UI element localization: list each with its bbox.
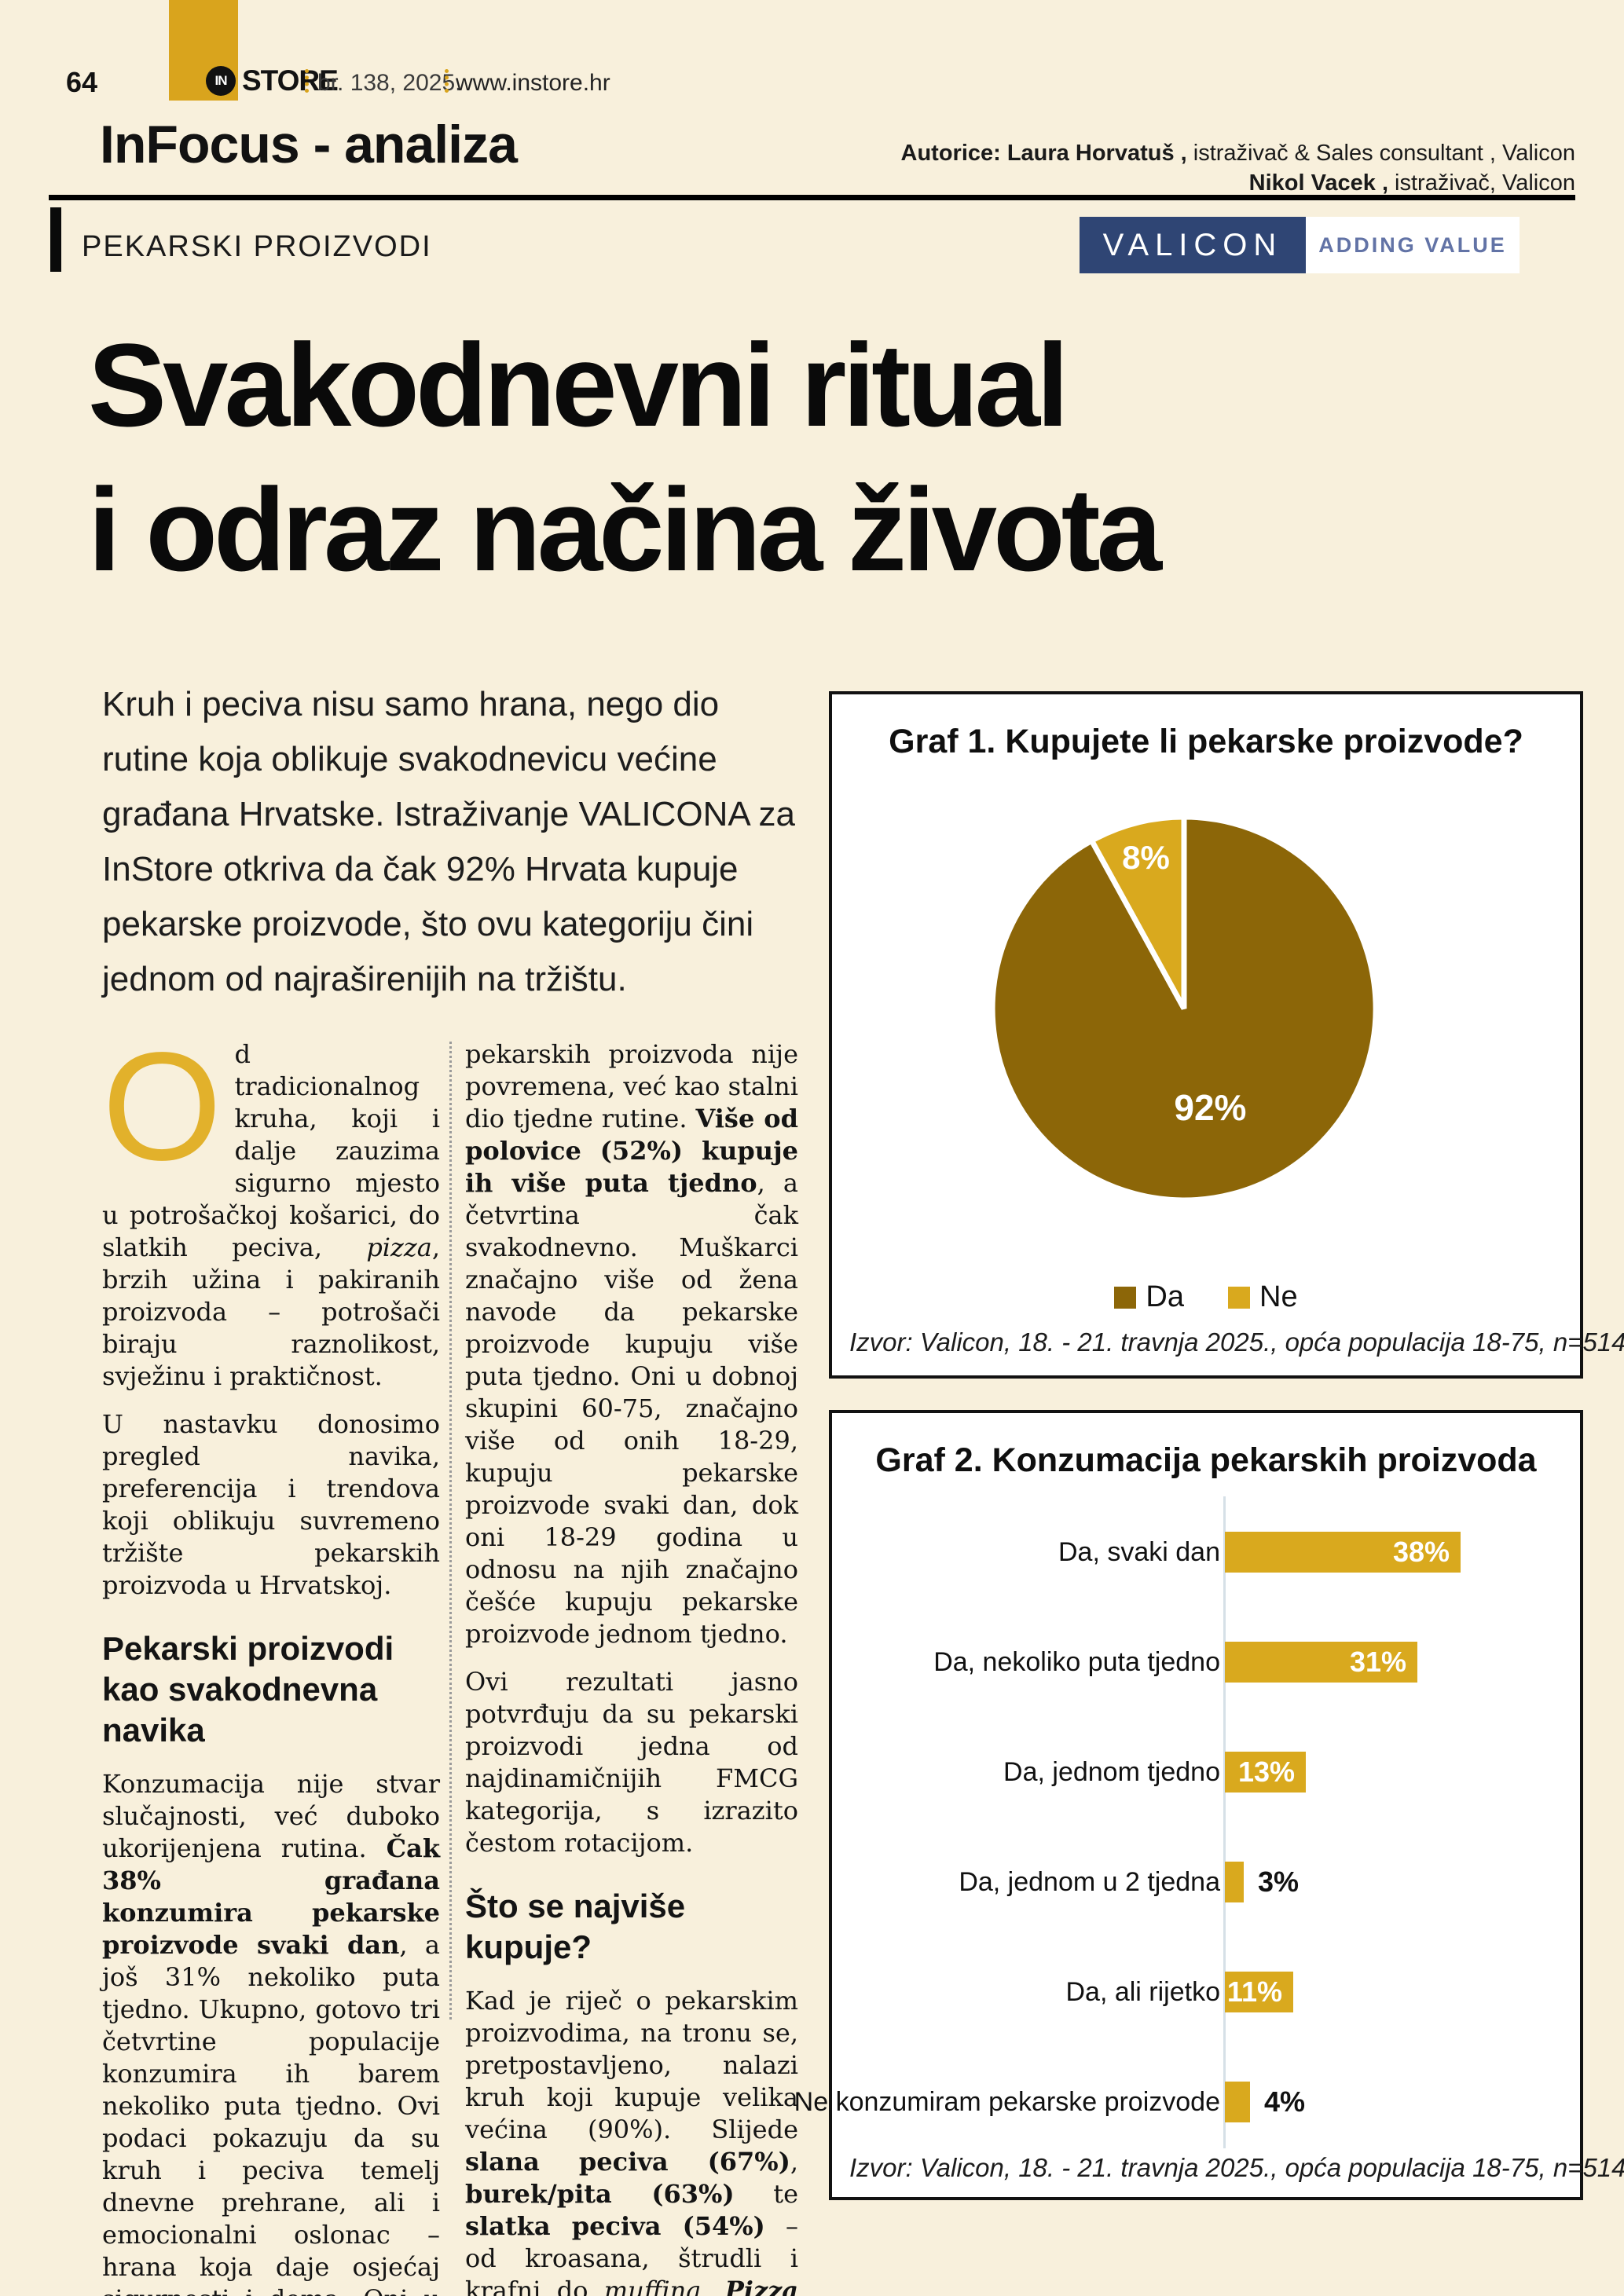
article-paragraph: Konzumacija nije stvar slučajnosti, već … — [102, 1768, 440, 2296]
bar: 11% — [1225, 1972, 1293, 2012]
author-line: Nikol Vacek , istraživač, Valicon — [901, 168, 1575, 198]
article-subheading: Što se najviše kupuje? — [465, 1888, 686, 1965]
text-segment: , a još 31% nekoliko puta tjedno. Ukupno… — [102, 1930, 441, 2296]
pie-slice-ne — [1087, 814, 1187, 1010]
headline-line-2: i odraz načina života — [88, 463, 1162, 595]
bar-value-label: 4% — [1264, 2085, 1306, 2118]
article-column-2: pekarskih proizvoda nije povremena, već … — [465, 1038, 798, 2296]
article-paragraph: U nastavku donosimo pregled navika, pref… — [102, 1408, 440, 1602]
text-segment: Kad je riječ o pekarskim proizvodima, na… — [465, 1986, 798, 2144]
text-segment: slatka peciva (54%) — [465, 2211, 765, 2241]
text-segment: burek/pita (63%) — [465, 2179, 735, 2209]
bar — [1225, 2082, 1250, 2122]
bar-category-label: Da, nekoliko puta tjedno — [933, 1647, 1220, 1677]
bar-value-label: 3% — [1258, 1866, 1300, 1898]
drop-cap: O — [102, 1020, 222, 1192]
horizontal-rule — [49, 195, 1575, 200]
header-dotted-separator — [445, 69, 449, 93]
text-segment: Čak 38% građana konzumira pekarske proiz… — [102, 1833, 440, 1960]
bar: 31% — [1225, 1642, 1417, 1683]
chart-graf2: Graf 2. Konzumacija pekarskih proizvoda … — [794, 1410, 1624, 2200]
legend-label-ne: Ne — [1259, 1280, 1298, 1313]
chart-source: Izvor: Valicon, 18. - 21. travnja 2025.,… — [849, 2153, 1624, 2182]
text-segment: muffina — [603, 2276, 702, 2296]
bar-value-label: 13% — [1237, 1756, 1295, 1788]
instore-logo: STORE — [242, 64, 339, 97]
issue-number: br. 138, 2025. — [317, 70, 462, 96]
author-line: Autorice: Laura Horvatuš , istraživač & … — [901, 138, 1576, 168]
bar-category-label: Da, jednom u 2 tjedna — [959, 1867, 1220, 1897]
chart-title: Graf 2. Konzumacija pekarskih proizvoda — [875, 1441, 1537, 1479]
text-segment: pizza — [366, 1232, 432, 1262]
y-axis-line — [1223, 1496, 1226, 2148]
bar-category-label: Da, ali rijetko — [1065, 1977, 1220, 2007]
author-role: istraživač, Valicon — [1388, 170, 1575, 196]
article-paragraph: pekarskih proizvoda nije povremena, već … — [465, 1038, 798, 1650]
text-segment: , brzih užina i pakiranih proizvoda – po… — [102, 1232, 440, 1391]
text-segment: , — [790, 2147, 798, 2177]
pie-value-label: 8% — [1122, 839, 1170, 876]
text-segment: U nastavku donosimo pregled navika, pref… — [102, 1409, 440, 1600]
text-segment: – od kroasana, štrudli i krafni do — [465, 2211, 799, 2296]
author-name: Autorice: Laura Horvatuš , — [900, 141, 1187, 166]
text-segment: Više od polovice (52%) kupuje ih više pu… — [465, 1104, 798, 1198]
bar: 38% — [1225, 1532, 1461, 1573]
text-segment: Pizza — [724, 2276, 799, 2296]
legend-swatch-da — [1114, 1286, 1137, 1309]
text-segment: . — [701, 2276, 725, 2296]
chart-title: Graf 1. Kupujete li pekarske proizvode? — [889, 723, 1523, 760]
article-subheading: Pekarski proizvodi kao svakodnevna navik… — [102, 1630, 394, 1749]
bar-value-label: 31% — [1349, 1646, 1406, 1678]
category-marker-bar — [50, 207, 61, 272]
article-paragraph: Kad je riječ o pekarskim proizvodima, na… — [465, 1985, 798, 2296]
text-segment: d tradicionalnog kruha, koji i dalje zau… — [102, 1039, 440, 1262]
legend-item-ne: Ne — [1228, 1280, 1298, 1314]
headline-line-1: Svakodnevni ritual — [88, 319, 1069, 451]
bar-category-label: Da, svaki dan — [1058, 1537, 1220, 1567]
pie-chart: 92% 8% — [989, 814, 1379, 1203]
text-segment: Ovi rezultati jasno potvrđuju da su peka… — [465, 1667, 798, 1858]
bar-category-label: Da, jednom tjedno — [1003, 1757, 1220, 1787]
valicon-tagline: ADDING VALUE — [1306, 217, 1520, 273]
bar-value-label: 11% — [1226, 1976, 1282, 2008]
legend-label-da: Da — [1146, 1280, 1184, 1313]
author-name: Nikol Vacek , — [1248, 170, 1388, 196]
author-role: istraživač & Sales consultant , Valicon — [1186, 141, 1575, 166]
chart-legend: Da Ne — [832, 1280, 1580, 1314]
bar: 13% — [1225, 1752, 1306, 1792]
text-segment: , a četvrtina čak svakodnevno. Muškarci … — [465, 1168, 798, 1649]
bar-value-label: 38% — [1392, 1536, 1450, 1568]
article-headline: Svakodnevni ritual i odraz načina života — [88, 313, 1162, 602]
legend-item-da: Da — [1114, 1280, 1184, 1314]
instore-badge-icon: IN — [206, 66, 236, 96]
bar-category-label: Ne konzumiram pekarske proizvode — [794, 2087, 1220, 2117]
legend-swatch-ne — [1228, 1286, 1250, 1309]
pie-value-label: 92% — [1174, 1087, 1246, 1128]
chart-source: Izvor: Valicon, 18. - 21. travnja 2025.,… — [849, 1327, 1624, 1357]
text-segment: slana peciva (67%) — [465, 2147, 790, 2177]
column-divider — [449, 1042, 452, 2020]
authors-block: Autorice: Laura Horvatuš , istraživač & … — [901, 138, 1576, 198]
valicon-logo: VALICON — [1080, 217, 1306, 273]
text-segment: Konzumacija nije stvar slučajnosti, već … — [102, 1769, 440, 1863]
chart-graf1: Graf 1. Kupujete li pekarske proizvode? … — [829, 691, 1624, 1379]
category-label: PEKARSKI PROIZVODI — [82, 230, 432, 263]
section-title: InFocus - analiza — [100, 115, 518, 174]
article-paragraph: Ovi rezultati jasno potvrđuju da su peka… — [465, 1666, 798, 1859]
article-lead: Kruh i peciva nisu samo hrana, nego dio … — [102, 685, 796, 998]
page-number: 64 — [66, 66, 98, 98]
bar — [1225, 1862, 1244, 1902]
text-segment: pekarskih proizvoda nije povremena, već … — [465, 1039, 798, 1133]
text-segment: te — [734, 2179, 798, 2209]
header-dotted-separator — [305, 69, 309, 93]
website-url: www.instore.hr — [456, 70, 610, 96]
